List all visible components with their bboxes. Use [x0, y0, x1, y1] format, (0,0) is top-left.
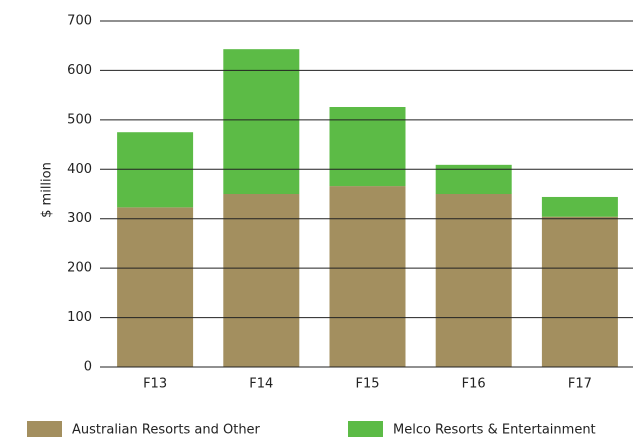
bar-segment: [223, 49, 300, 194]
legend-label: Australian Resorts and Other: [72, 423, 261, 438]
bar-segment: [541, 196, 618, 217]
bar-segment: [435, 194, 512, 367]
x-tick-label: F15: [355, 377, 379, 392]
x-tick-label: F14: [249, 377, 273, 392]
y-tick-label: 400: [67, 162, 92, 177]
y-tick-label: 100: [67, 310, 92, 325]
legend-label: Melco Resorts & Entertainment: [393, 423, 596, 438]
legend-swatch: [27, 421, 62, 437]
bar-segment: [329, 107, 406, 187]
y-tick-label: 700: [67, 14, 92, 29]
x-tick-label: F17: [568, 377, 592, 392]
y-tick-label: 0: [84, 360, 92, 375]
bar-segment: [329, 186, 406, 367]
bar-segment: [117, 207, 194, 367]
bar-segment: [223, 194, 300, 367]
legend-swatch: [348, 421, 383, 437]
x-tick-label: F16: [462, 377, 486, 392]
y-tick-label: 200: [67, 261, 92, 276]
y-tick-label: 500: [67, 112, 92, 127]
y-axis-label: $ million: [40, 162, 55, 218]
y-tick-label: 600: [67, 63, 92, 78]
x-tick-label: F13: [143, 377, 167, 392]
bar-segment: [541, 216, 618, 367]
y-tick-label: 300: [67, 211, 92, 226]
